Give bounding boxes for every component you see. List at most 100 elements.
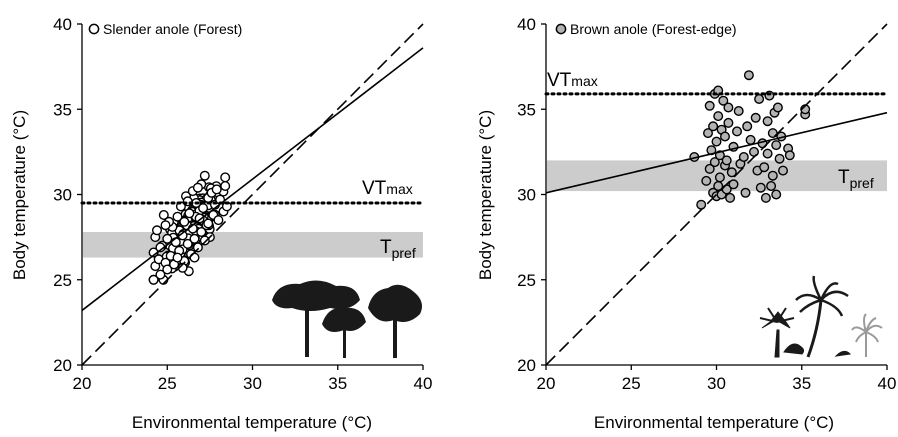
tpref-label: Tpref: [838, 167, 874, 191]
data-point: [723, 117, 734, 128]
data-point: [703, 128, 714, 139]
data-point: [755, 182, 766, 193]
x-tick-label: 25: [622, 374, 641, 393]
data-point: [172, 252, 183, 263]
data-point: [148, 274, 159, 285]
data-point: [199, 235, 210, 246]
identity-line: [81, 23, 424, 366]
data-point: [760, 192, 771, 203]
data-point: [192, 242, 203, 253]
axes: [77, 23, 424, 370]
legend-label: Slender anole (Forest): [103, 21, 242, 37]
data-point: [762, 148, 773, 159]
data-point: [709, 157, 720, 168]
tpref-band: [83, 232, 423, 258]
data-point: [714, 172, 725, 183]
data-point: [774, 153, 785, 164]
data-point: [720, 131, 731, 142]
data-point: [184, 208, 195, 219]
data-point: [182, 238, 193, 249]
data-point: [220, 180, 231, 191]
data-point: [740, 187, 751, 198]
data-point: [725, 192, 736, 203]
data-point: [732, 126, 743, 137]
forest-trees-icon: [272, 280, 422, 358]
data-point: [704, 100, 715, 111]
y-axis-label: Body temperature (°C): [10, 110, 29, 280]
data-point: [701, 175, 712, 186]
data-point: [213, 215, 224, 226]
data-point: [172, 211, 183, 222]
identity-line: [545, 23, 888, 366]
x-tick-label: 20: [537, 374, 556, 393]
vtmax-label: VTmax: [547, 70, 598, 91]
data-point: [713, 111, 724, 122]
data-point: [179, 216, 190, 227]
y-tick-label: 20: [53, 356, 72, 375]
data-point: [743, 70, 754, 81]
data-point: [733, 105, 744, 116]
data-point: [704, 163, 715, 174]
regression-line: [545, 111, 888, 194]
tpref-band-rect: [83, 232, 423, 258]
x-axis-label: Environmental temperature (°C): [594, 413, 834, 432]
data-point: [160, 220, 171, 231]
data-point: [766, 180, 777, 191]
axes: [541, 23, 888, 370]
x-tick-label: 25: [158, 374, 177, 393]
data-point: [198, 203, 209, 214]
x-tick-label: 40: [878, 374, 897, 393]
regression-line: [81, 47, 424, 312]
y-tick-label: 40: [517, 15, 536, 34]
legend-label: Brown anole (Forest-edge): [570, 21, 737, 37]
data-point: [723, 102, 734, 113]
x-tick-label: 35: [328, 374, 347, 393]
data-point: [203, 218, 214, 229]
data-point: [771, 189, 782, 200]
reference-lines: [80, 23, 425, 366]
tick-labels: 20 25 30 35 40 20 25 30 35 40: [517, 15, 896, 393]
tick-labels: 20 25 30 35 40 20 25 30 35 40: [53, 15, 432, 393]
data-point: [211, 184, 222, 195]
data-point: [199, 170, 210, 181]
legend-marker: [555, 23, 567, 35]
data-point: [738, 151, 749, 162]
data-point: [192, 182, 203, 193]
data-point: [711, 136, 722, 147]
data-point: [754, 93, 765, 104]
data-point: [745, 134, 756, 145]
y-tick-label: 30: [517, 186, 536, 205]
data-point: [726, 167, 737, 178]
tpref-label: Tpref: [380, 237, 416, 261]
legend: Slender anole (Forest): [88, 21, 242, 37]
y-tick-label: 40: [53, 15, 72, 34]
panel-slender-anole: 20 25 30 35 40 20 25 30 35 40 Slender anole (Fore…: [10, 15, 432, 432]
y-tick-label: 25: [517, 271, 536, 290]
data-point: [750, 112, 761, 123]
data-point: [696, 199, 707, 210]
y-tick-label: 20: [517, 356, 536, 375]
data-point: [151, 225, 162, 236]
points-brown-anole: [689, 70, 811, 210]
legend: Brown anole (Forest-edge): [555, 21, 737, 37]
data-point: [220, 172, 231, 183]
reference-lines: [544, 23, 889, 366]
x-tick-label: 30: [707, 374, 726, 393]
y-tick-label: 30: [53, 186, 72, 205]
data-point: [784, 150, 795, 161]
data-point: [728, 179, 739, 190]
y-tick-label: 25: [53, 271, 72, 290]
y-axis-label: Body temperature (°C): [476, 110, 495, 280]
legend-marker: [88, 23, 100, 35]
x-axis-label: Environmental temperature (°C): [132, 413, 372, 432]
data-point: [708, 121, 719, 132]
data-point: [772, 102, 783, 113]
y-tick-label: 35: [517, 100, 536, 119]
data-point: [767, 170, 778, 181]
vtmax-label: VTmax: [362, 178, 413, 199]
palm-trees-icon: [759, 275, 883, 358]
data-point: [771, 140, 782, 151]
y-tick-label: 35: [53, 100, 72, 119]
data-point: [778, 165, 789, 176]
